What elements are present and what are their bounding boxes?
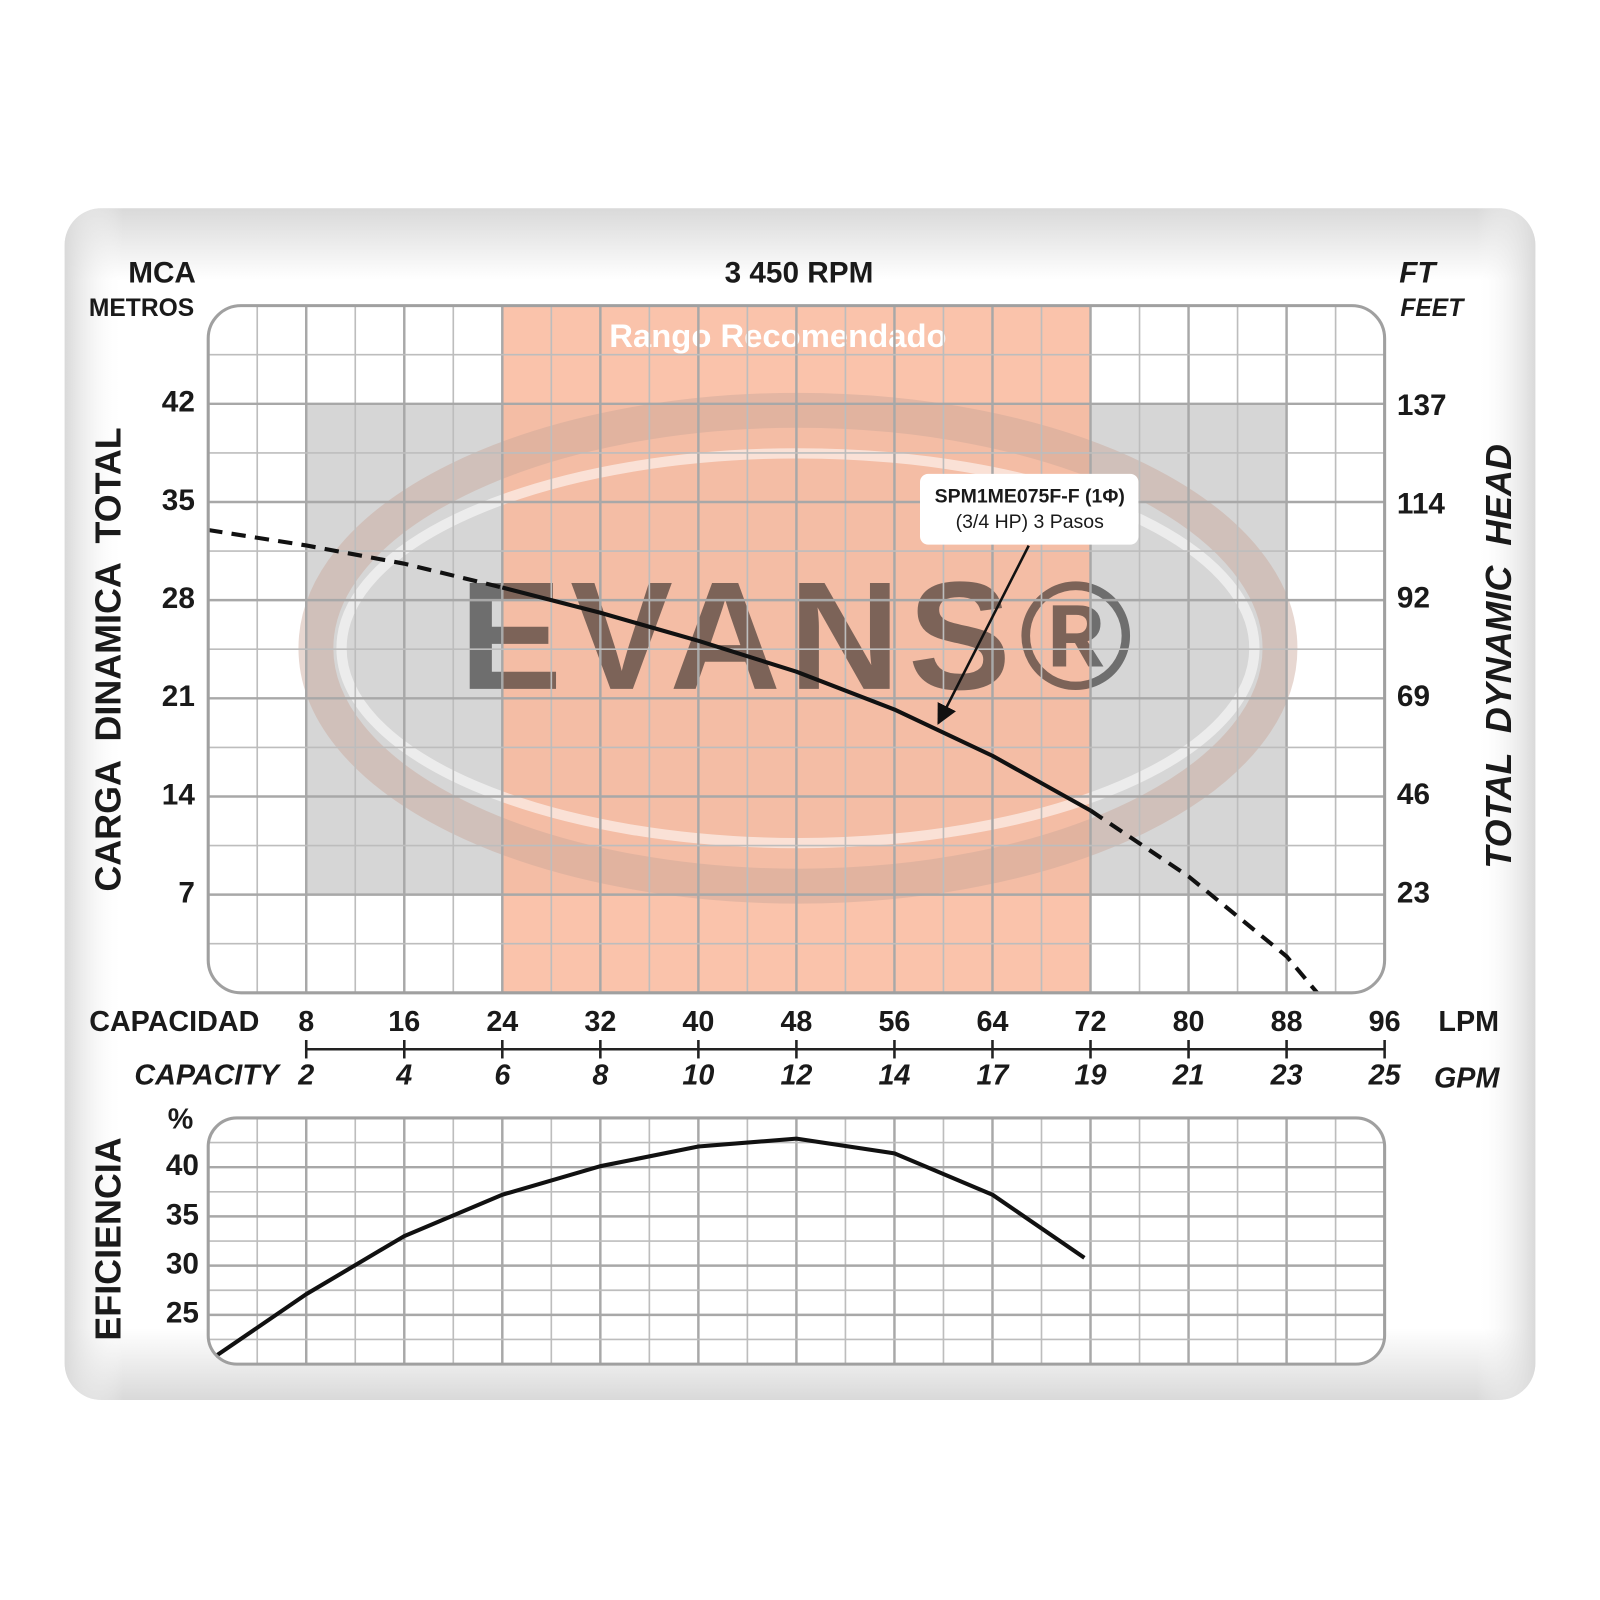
y2-tick-label: 114 — [1397, 488, 1445, 521]
x-tick-label: 64 — [977, 1006, 1009, 1038]
x2-tick-label: 25 — [1368, 1060, 1402, 1092]
x2-tick-label: 21 — [1172, 1060, 1205, 1092]
x-tick-label: 72 — [1075, 1006, 1107, 1038]
watermark: EVANS® — [459, 550, 1140, 722]
x2-tick-label: 4 — [395, 1060, 412, 1092]
curve-extension — [1089, 808, 1319, 995]
y2-axis-label: TOTAL DYNAMIC HEAD — [1479, 444, 1519, 869]
x2-axis-unit: GPM — [1434, 1063, 1500, 1095]
curve — [214, 1136, 1086, 1358]
y-axis-label: EFICIENCIA — [88, 1137, 128, 1340]
x2-tick-label: 17 — [977, 1060, 1011, 1092]
efficiency-plot — [206, 1116, 1387, 1366]
y2-tick-label: 92 — [1397, 582, 1430, 615]
y-axis-unit: METROS — [89, 295, 194, 322]
x-tick-label: 8 — [298, 1006, 314, 1038]
x-axis-unit: LPM — [1438, 1006, 1499, 1038]
x-tick-label: 32 — [584, 1006, 616, 1038]
head-plot: EVANS® Rango Recomendado SPM1ME075F-F (1Φ)… — [206, 304, 1387, 995]
y2-tick-label: 137 — [1397, 389, 1447, 422]
x-tick-label: 56 — [878, 1006, 910, 1038]
x-tick-label: 80 — [1173, 1006, 1205, 1038]
x-tick-label: 88 — [1271, 1006, 1303, 1038]
annotation-text: SPM1ME075F-F (1Φ) — [935, 486, 1125, 508]
y-tick-label: 7 — [178, 877, 195, 910]
curve — [501, 585, 1092, 813]
y-tick-label: 21 — [162, 680, 195, 713]
plot-area: EVANS® Rango Recomendado — [208, 305, 1385, 993]
y-tick-label: 14 — [162, 778, 196, 811]
range-label: Rango Recomendado — [609, 317, 946, 354]
chart-title: 3 450 RPM — [725, 257, 874, 290]
x-axis-label: CAPACIDAD — [89, 1006, 259, 1038]
y2-tick-label: 69 — [1397, 680, 1430, 713]
y-axis-unit: % — [168, 1104, 194, 1136]
x2-tick-label: 23 — [1270, 1060, 1303, 1092]
curve-extension — [207, 528, 503, 590]
annotation-box — [920, 473, 1139, 545]
x-tick-label: 16 — [388, 1006, 420, 1038]
y-tick-label: 40 — [166, 1149, 199, 1182]
x2-tick-label: 14 — [878, 1060, 910, 1092]
x-tick-label: 40 — [682, 1006, 714, 1038]
x-tick-label: 24 — [486, 1006, 518, 1038]
labels: 3 450 RPM MCA METROS FT FEET CARGA DINAMICA T… — [88, 257, 1519, 1341]
x2-tick-label: 10 — [682, 1060, 714, 1092]
y-tick-label: 30 — [166, 1248, 199, 1281]
x2-tick-label: 6 — [494, 1060, 511, 1092]
x-tick-label: 48 — [780, 1006, 812, 1038]
x2-tick-label: 2 — [297, 1060, 314, 1092]
annotation-arrow — [937, 545, 1030, 725]
y2-tick-label: 46 — [1397, 778, 1430, 811]
watermark-ring — [298, 392, 1298, 904]
y-tick-label: 35 — [166, 1198, 199, 1231]
y-tick-label: 25 — [166, 1297, 199, 1330]
annotation-text: (3/4 HP) 3 Pasos — [956, 511, 1105, 533]
y-axis-label: CARGA DINAMICA TOTAL — [88, 427, 128, 891]
x2-axis-label: CAPACITY — [134, 1060, 281, 1092]
y2-tick-label: 23 — [1397, 876, 1430, 909]
y2-axis-unit: FT — [1399, 257, 1438, 290]
plot-area — [208, 1117, 1385, 1365]
plot-border — [206, 304, 1387, 995]
y-tick-label: 28 — [162, 582, 195, 615]
x2-tick-label: 19 — [1075, 1060, 1107, 1092]
x2-tick-label: 12 — [780, 1060, 812, 1092]
y-tick-label: 42 — [162, 386, 195, 419]
y2-axis-unit: FEET — [1400, 295, 1465, 322]
x2-tick-label: 8 — [592, 1060, 608, 1092]
x-tick-label: 96 — [1369, 1006, 1401, 1038]
y-tick-label: 35 — [162, 484, 195, 517]
plot-border — [206, 1116, 1387, 1366]
y-axis-unit: MCA — [128, 257, 196, 290]
